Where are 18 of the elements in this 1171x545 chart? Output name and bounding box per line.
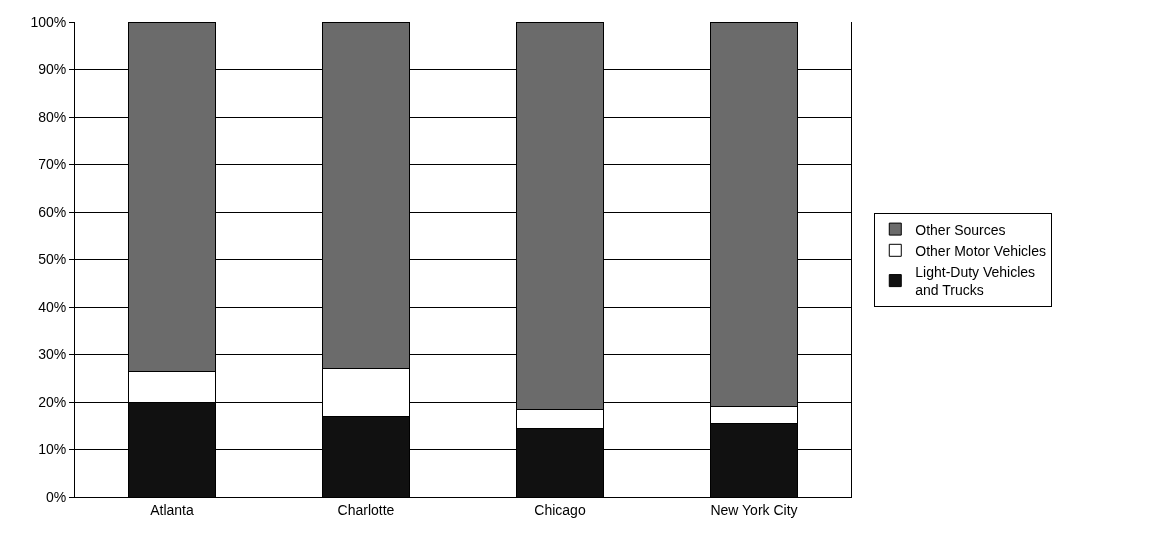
y-tick-label: 60% xyxy=(38,203,67,220)
legend-label: Light-Duty Vehicles and Trucks xyxy=(915,263,1036,299)
y-tick-label: 10% xyxy=(38,441,67,458)
y-tick-label: 70% xyxy=(38,156,67,173)
y-tick-label: 30% xyxy=(38,346,67,363)
y-tick-label: 20% xyxy=(38,393,67,410)
legend-label: Other Sources xyxy=(915,221,1006,238)
y-tick-label: 100% xyxy=(30,13,67,30)
y-tick-label: 0% xyxy=(45,488,67,505)
x-tick-label: Atlanta xyxy=(150,501,194,518)
x-tick-label: New York City xyxy=(710,501,798,518)
y-tick-label: 90% xyxy=(38,61,67,78)
y-tick-label: 40% xyxy=(38,298,67,315)
legend-label: Other Motor Vehicles xyxy=(915,242,1047,259)
x-tick-label: Chicago xyxy=(534,501,586,518)
x-tick-label: Charlotte xyxy=(337,501,395,518)
y-tick-label: 80% xyxy=(38,108,67,125)
y-tick-label: 50% xyxy=(38,251,67,268)
